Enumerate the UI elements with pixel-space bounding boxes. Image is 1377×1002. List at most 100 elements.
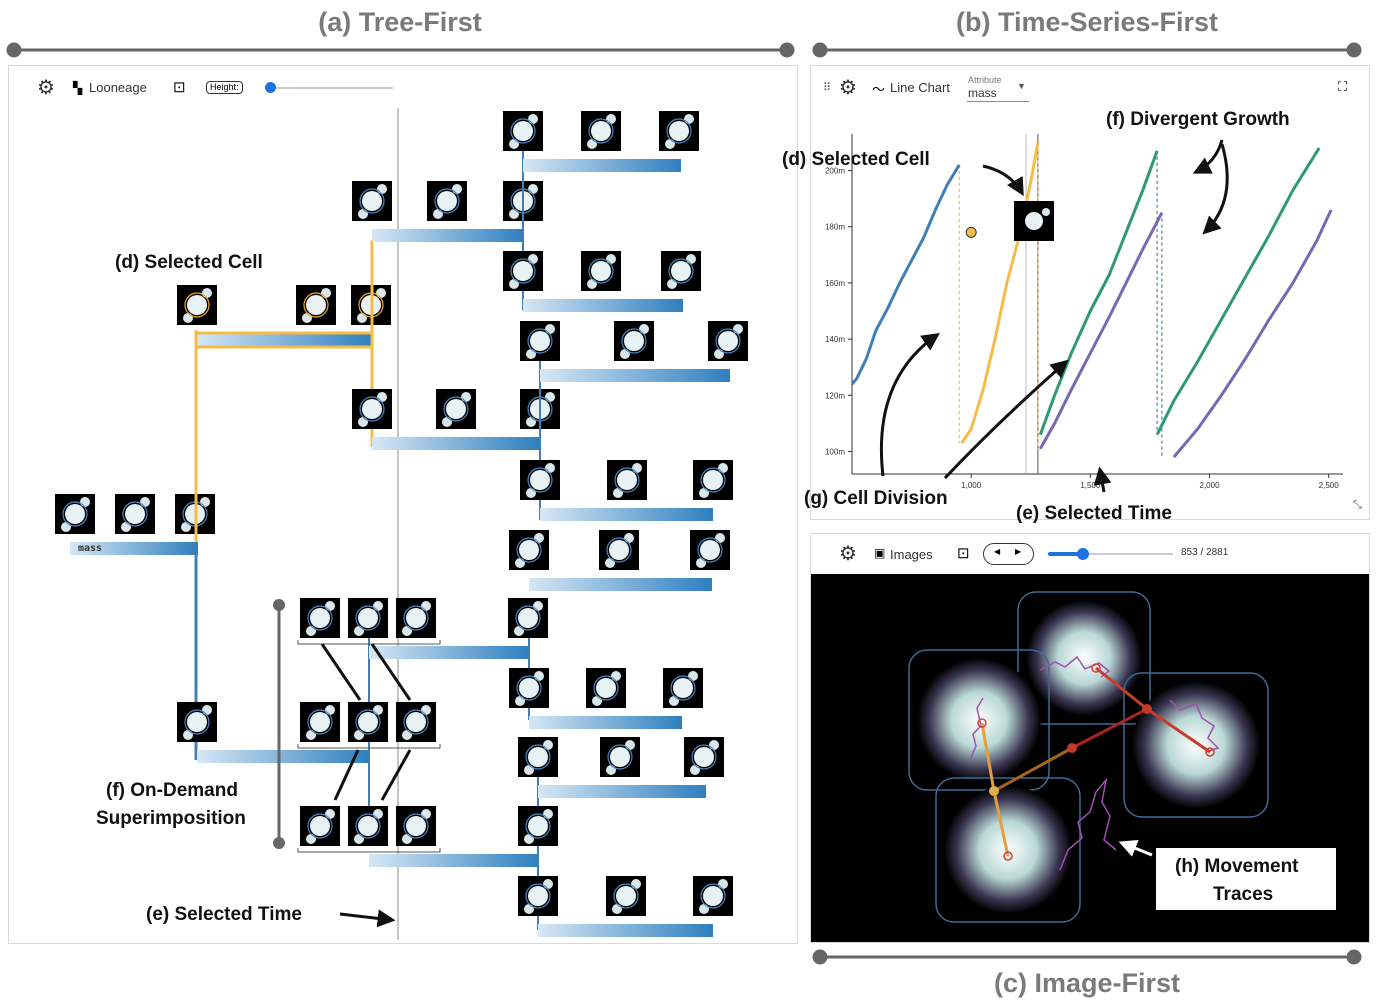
cell-outline xyxy=(307,709,333,735)
cell-blob xyxy=(610,747,630,767)
image-icon: ▣ xyxy=(874,546,886,560)
cell-blob xyxy=(694,747,714,767)
series-line-1 xyxy=(960,142,1040,444)
height-slider[interactable] xyxy=(267,87,393,89)
cell-outline xyxy=(355,813,381,839)
height-slider-thumb[interactable] xyxy=(265,82,276,93)
gear-icon[interactable]: ⚙ xyxy=(839,77,857,99)
cell-outline xyxy=(355,709,381,735)
chevron-right-icon[interactable]: ▶ xyxy=(1015,547,1022,556)
resize-icon[interactable]: ⤡ xyxy=(1353,499,1362,511)
cell-outline xyxy=(359,396,385,422)
cell-outline xyxy=(691,744,717,770)
attribute-select[interactable]: mass xyxy=(968,86,997,100)
cell-blob xyxy=(358,816,378,836)
cell-thumbnail xyxy=(520,460,560,500)
y-tick-label: 180m xyxy=(825,223,845,232)
cell-outline xyxy=(700,883,726,909)
cell-outline xyxy=(525,744,551,770)
cell-thumbnail xyxy=(300,702,340,742)
cell-thumbnail xyxy=(586,668,626,708)
gear-icon[interactable]: ⚙ xyxy=(839,543,857,565)
cell-blob xyxy=(519,678,539,698)
cell-blob xyxy=(718,331,738,351)
frame-stepper[interactable]: ◀ ▶ xyxy=(983,543,1034,565)
view-selector-images[interactable]: Images xyxy=(890,547,933,562)
cell-thumbnail xyxy=(518,737,558,777)
view-selector-line-chart[interactable]: Line Chart xyxy=(890,80,950,95)
cell-blob xyxy=(513,121,533,141)
lineage-link xyxy=(1071,707,1148,750)
cell-outline xyxy=(527,467,553,493)
cell-outline xyxy=(668,258,694,284)
cell-blob xyxy=(530,470,550,490)
series-line-0 xyxy=(850,164,961,386)
line-chart-icon: 〜 xyxy=(872,82,886,97)
ann-movement-2: Traces xyxy=(1213,884,1274,905)
grouping-dot xyxy=(273,599,285,611)
cell-outline xyxy=(515,605,541,631)
division-arrow xyxy=(943,359,1069,480)
cell-outline xyxy=(525,883,551,909)
cell-thumbnail xyxy=(177,285,217,325)
cell-outline xyxy=(613,883,639,909)
cell-outline xyxy=(434,188,460,214)
tree-branch-bar xyxy=(538,785,706,798)
cell-thumbnail xyxy=(708,321,748,361)
x-tick-label: 1,000 xyxy=(961,481,982,490)
focus-icon[interactable]: ⊡ xyxy=(173,79,186,96)
cell-blob xyxy=(616,886,636,906)
cell-centroid xyxy=(1205,747,1215,757)
ann-movement-1: (h) Movement xyxy=(1175,856,1299,877)
gear-icon[interactable]: ⚙ xyxy=(37,77,55,99)
cell-blob xyxy=(673,678,693,698)
cell-outline xyxy=(403,605,429,631)
drag-handle-icon[interactable]: ⠿ xyxy=(823,82,832,94)
tree-branch-bar xyxy=(523,299,683,312)
chevron-left-icon[interactable]: ◀ xyxy=(994,547,1001,556)
cell-blob xyxy=(437,191,457,211)
cell-outline xyxy=(588,118,614,144)
cell-blob xyxy=(125,504,145,524)
lineage-node xyxy=(1067,743,1077,753)
cell-thumbnail xyxy=(427,181,467,221)
ann-on-demand-2: Superimposition xyxy=(96,808,246,829)
superimposition-connector xyxy=(333,749,360,801)
selected-time-arrow xyxy=(339,909,396,928)
superimposition-connector xyxy=(320,643,362,701)
focus-icon[interactable]: ⊡ xyxy=(957,545,970,562)
selected-cell-arrow xyxy=(982,164,1024,197)
chevron-down-icon[interactable]: ▼ xyxy=(1017,81,1026,91)
cell-thumbnail xyxy=(115,494,155,534)
frame-slider-thumb[interactable] xyxy=(1077,548,1089,560)
cell-blob xyxy=(624,331,644,351)
cell-blob xyxy=(519,540,539,560)
y-tick-label: 200m xyxy=(825,167,845,176)
ann-selected-cell-chart: (d) Selected Cell xyxy=(782,149,930,170)
frame-slider[interactable] xyxy=(1048,553,1173,555)
frame-readout: 853 / 2881 xyxy=(1181,547,1229,558)
cell-thumbnail xyxy=(600,737,640,777)
tree-branch-bar xyxy=(372,229,524,242)
cell-outline xyxy=(510,118,536,144)
cell-blob xyxy=(669,121,689,141)
cell-outline xyxy=(525,813,551,839)
x-tick-label: 1,500 xyxy=(1080,481,1101,490)
cell-outline xyxy=(510,258,536,284)
section-title-tree-first: (a) Tree-First xyxy=(318,7,482,37)
cell-centroid xyxy=(1003,851,1013,861)
height-label: Height: xyxy=(206,81,243,94)
tree-branch-bar xyxy=(540,369,730,382)
hover-thumbnail-cell xyxy=(1025,212,1043,230)
cell-thumbnail xyxy=(581,111,621,151)
tree-branch-bar xyxy=(529,578,712,591)
cell-outline xyxy=(670,675,696,701)
view-selector-looneage[interactable]: Looneage xyxy=(89,80,147,95)
fullscreen-icon[interactable]: ⛶ xyxy=(1338,79,1348,94)
cell-outline xyxy=(403,709,429,735)
cell-blob xyxy=(358,608,378,628)
frame-slider-fill xyxy=(1048,552,1085,556)
lineage-link xyxy=(1146,707,1211,754)
